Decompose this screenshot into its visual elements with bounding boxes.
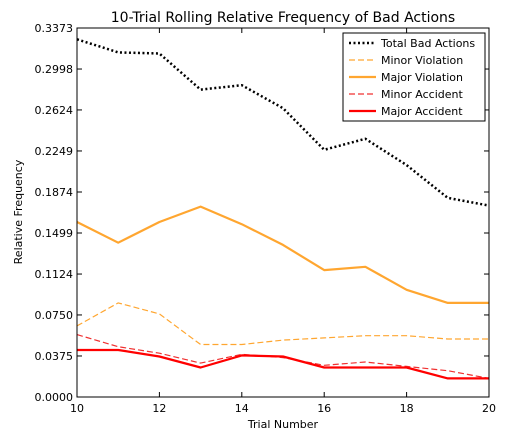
x-axis-label: Trial Number: [247, 418, 319, 431]
y-tick-label: 0.0000: [35, 391, 74, 404]
series-line-major-accident: [77, 348, 489, 380]
y-tick-label: 0.3373: [35, 22, 74, 35]
y-tick-label: 0.0375: [35, 350, 74, 363]
series-line-major-violation: [76, 205, 489, 304]
legend-label: Minor Violation: [381, 54, 463, 67]
x-tick-label: 18: [400, 402, 414, 415]
x-tick-label: 12: [152, 402, 166, 415]
y-tick-label: 0.1124: [35, 268, 74, 281]
x-tick-label: 16: [317, 402, 331, 415]
legend-label: Total Bad Actions: [380, 37, 475, 50]
legend-label: Minor Accident: [381, 88, 463, 101]
y-tick-label: 0.2249: [35, 145, 74, 158]
series-layer: [76, 38, 490, 380]
x-axis: 10 12 14 16 18 20: [70, 28, 496, 415]
y-tick-label: 0.1874: [35, 186, 74, 199]
y-tick-label: 0.1499: [35, 227, 74, 240]
x-tick-label: 10: [70, 402, 84, 415]
plot-frame: [76, 27, 490, 398]
chart-title: 10-Trial Rolling Relative Frequency of B…: [111, 10, 455, 26]
y-axis: 0.0000 0.0375 0.0750 0.1124 0.1499 0.1874 0.22…: [35, 22, 489, 404]
legend-label: Major Violation: [381, 71, 463, 84]
x-tick-label: 14: [235, 402, 249, 415]
y-tick-label: 0.2998: [35, 63, 74, 76]
x-tick-label: 20: [482, 402, 496, 415]
legend: Total Bad Actions Minor Violation Major Vi…: [342, 32, 486, 122]
y-tick-label: 0.2624: [35, 104, 74, 117]
legend-label: Major Accident: [381, 105, 463, 118]
y-axis-label: Relative Frequency: [12, 159, 25, 264]
y-tick-label: 0.0750: [35, 309, 74, 322]
series-line-minor-violation: [76, 302, 489, 346]
